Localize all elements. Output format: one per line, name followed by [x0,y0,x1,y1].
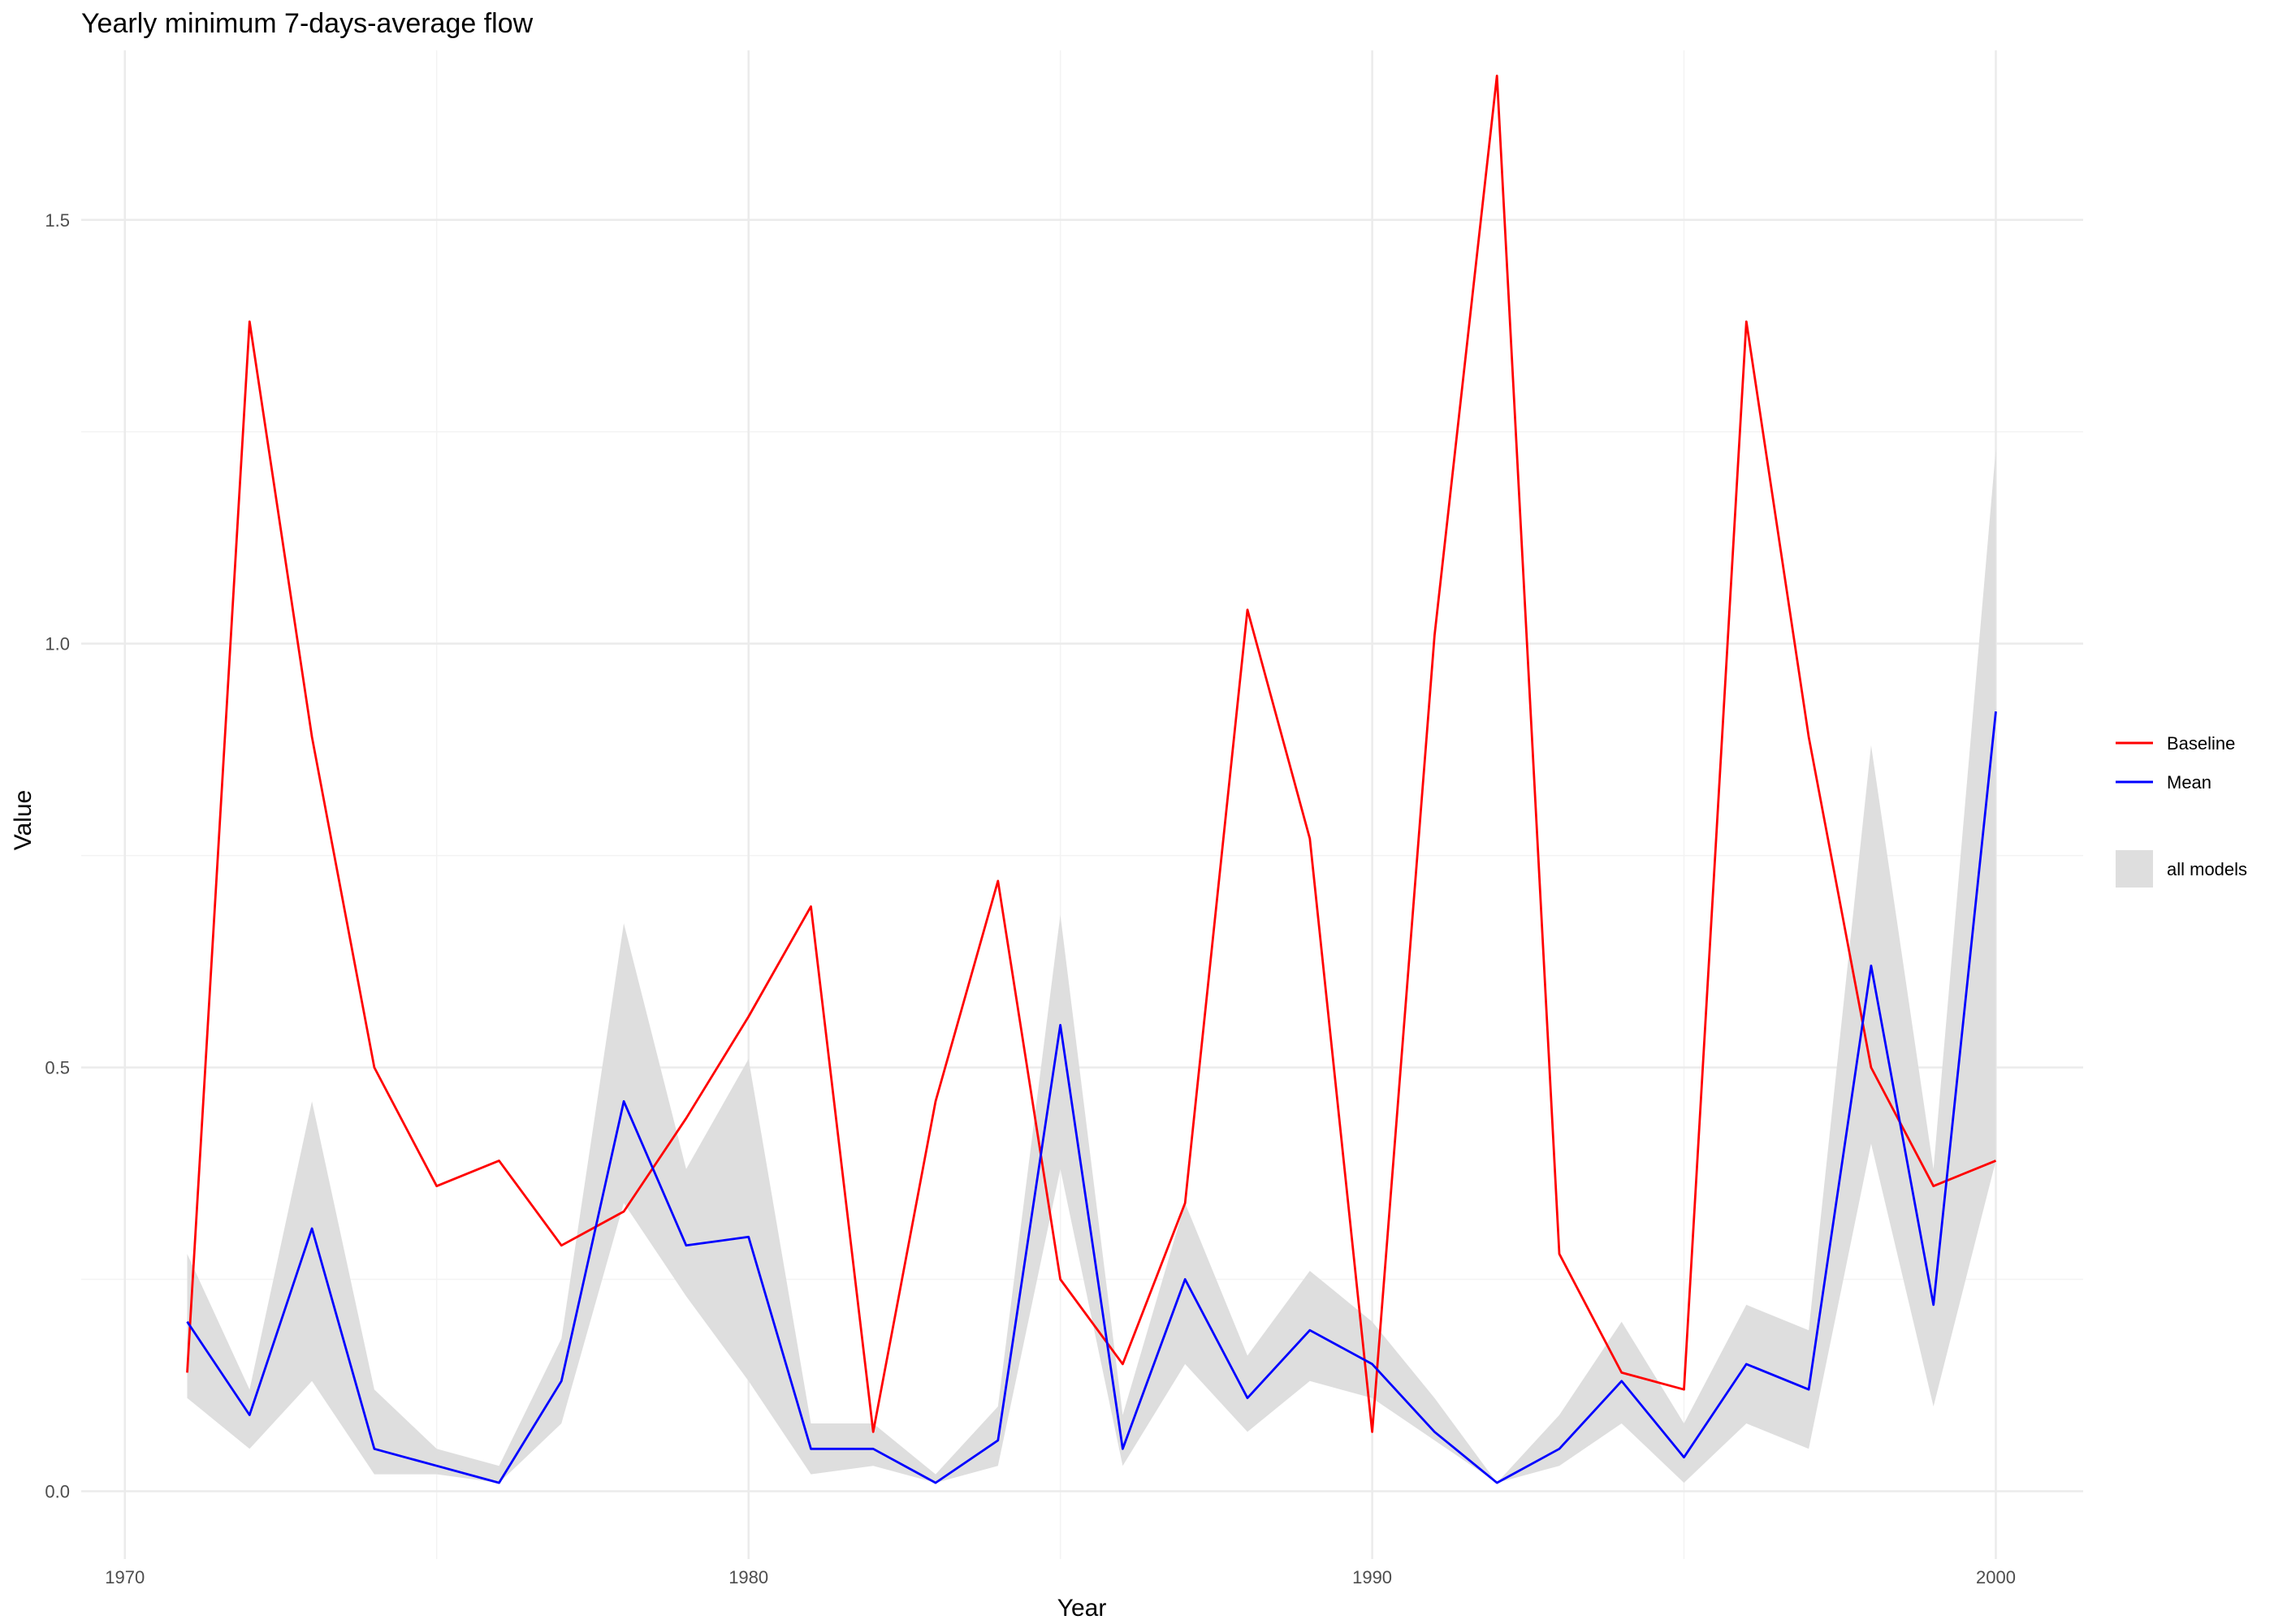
x-tick-label-1980: 1980 [728,1567,768,1587]
major-gridlines [81,50,2083,1559]
x-tick-label-1970: 1970 [105,1567,145,1587]
legend-key-all-models [2116,850,2153,888]
y-tick-label-1.5: 1.5 [45,210,70,231]
minor-gridlines [81,50,2083,1559]
y-tick-label-1.0: 1.0 [45,634,70,654]
legend: Baseline Mean all models [2116,733,2247,888]
x-tick-label-1990: 1990 [1352,1567,1392,1587]
series-line-mean [186,711,1997,1484]
y-axis-title: Value [10,790,37,851]
chart-title: Yearly minimum 7-days-average flow [81,8,534,39]
legend-label-mean: Mean [2167,772,2211,793]
series-line-baseline [186,74,1997,1433]
legend-label-all-models: all models [2167,859,2247,879]
x-tick-labels: 1970 1980 1990 2000 [105,1567,2016,1587]
y-tick-labels: 0.0 0.5 1.0 1.5 [45,210,70,1502]
y-tick-label-0.0: 0.0 [45,1481,70,1501]
y-tick-label-0.5: 0.5 [45,1058,70,1078]
ribbon-all-models [187,448,1996,1484]
series-lines [186,74,1997,1484]
x-tick-label-2000: 2000 [1976,1567,2016,1587]
x-axis-title: Year [1057,1595,1107,1622]
legend-label-baseline: Baseline [2167,733,2235,754]
